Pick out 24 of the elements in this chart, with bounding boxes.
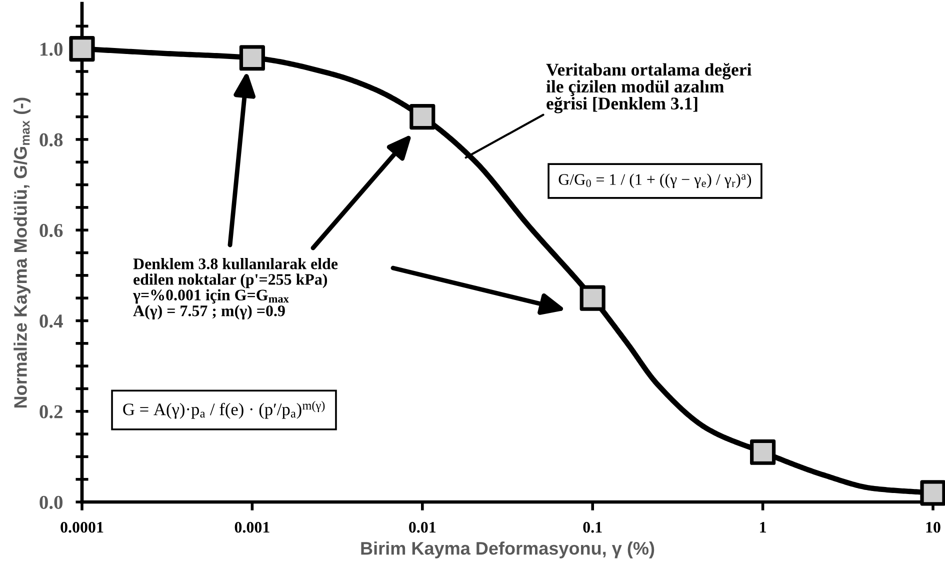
- point: [410, 104, 436, 130]
- x-tick-label: 1: [760, 522, 766, 533]
- annotation: G = A(γ)·p$_{a}$ / f(e) · (p′/p$_{a}$)$^{m(γ)}$: [123, 401, 325, 419]
- y-tick-label: 0.6: [40, 224, 63, 238]
- point: [239, 45, 265, 71]
- text: G/G$_{0}$ = 1 / (1 + ((γ − γ$_{e}$) / γ$_{r}$)$^{a}$): [558, 174, 752, 188]
- y-tick-label: 0.8: [40, 133, 63, 146]
- annotation: Denklem 3.8 kullanılarak elde edilen noktalar (p'=255 kPa) γ=%0.001 için G=G$_{max}$ A(γ) = 7.57 ; m(γ) =0.9: [132, 258, 338, 320]
- point: [920, 480, 945, 506]
- x-tick-label: 0.0001: [60, 522, 104, 533]
- annotation: Veritabanı ortalama değeri ile çizilen modül azalım eğrisi [Denklem 3.1]: [546, 63, 752, 114]
- point: [69, 36, 95, 62]
- x-tick-label: 0.1: [583, 522, 602, 533]
- point: [750, 439, 776, 465]
- point: [580, 285, 606, 311]
- y-tick-label: 0.0: [40, 496, 63, 510]
- y-tick-label: 0.4: [40, 314, 63, 328]
- x-axis-title: Birim Kayma Deformasyonu, γ (%): [361, 541, 654, 558]
- x-tick-label: 0.01: [409, 522, 436, 533]
- y-tick-label: 1.0: [40, 42, 63, 56]
- x-tick-label: 10: [926, 522, 940, 533]
- y-tick-label: 0.2: [40, 405, 62, 418]
- y-axis-title: Normalize Kayma Modülü, G/G$_{max}$ (-): [14, 98, 30, 408]
- x-tick-label: 0.001: [234, 522, 270, 533]
